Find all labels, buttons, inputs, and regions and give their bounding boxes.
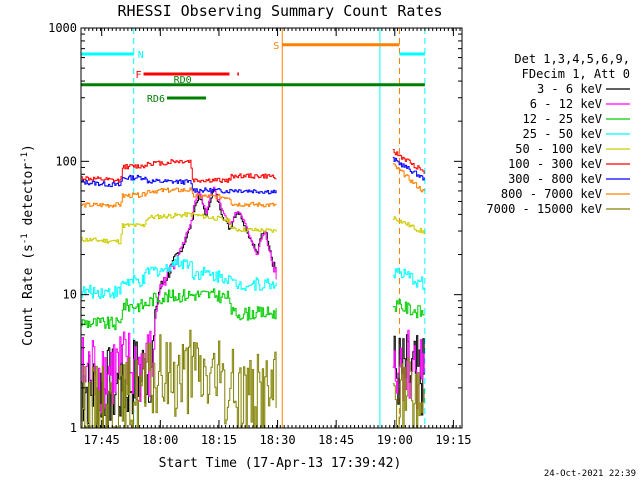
legend-label: 800 - 7000 keV: [501, 187, 602, 201]
flag-label-n: N: [138, 50, 144, 61]
legend-label: 7000 - 15000 keV: [486, 202, 602, 216]
x-tick-label: 17:45: [84, 433, 120, 447]
y-label-part: detector: [21, 163, 36, 234]
legend: Det 1,3,4,5,6,9, FDecim 1, Att 0 3 - 6 k…: [486, 52, 630, 216]
x-axis-label: Start Time (17-Apr-13 17:39:42): [159, 456, 402, 471]
series-line: [392, 156, 425, 181]
series-line: [81, 187, 277, 208]
x-tick-label: 18:30: [259, 433, 295, 447]
series-line: [81, 288, 277, 331]
series-line: [392, 149, 425, 174]
y-tick-label: 100: [55, 154, 77, 168]
flag-label-rd0: RD0: [174, 75, 192, 86]
series-line: [81, 186, 277, 414]
series-line: [81, 255, 277, 299]
legend-label: 3 - 6 keV: [537, 82, 602, 96]
series-line: [81, 159, 277, 183]
series-group: [81, 149, 425, 428]
axes-group: 17:45 18:00 18:15 18:30 18:45 19:00 19:15 1 10 10…: [48, 21, 471, 447]
x-tick-label: 19:00: [377, 433, 413, 447]
vertical-markers: [80, 28, 426, 428]
legend-header-line: FDecim 1, Att 0: [522, 67, 630, 81]
x-tick-label: 18:45: [318, 433, 354, 447]
series-line: [392, 216, 425, 235]
flag-label-f: F: [135, 70, 141, 81]
y-tick-label: 1000: [48, 21, 77, 35]
legend-label: 25 - 50 keV: [523, 127, 602, 141]
legend-label: 50 - 100 keV: [515, 142, 602, 156]
series-line: [81, 329, 277, 428]
x-tick-label: 19:15: [435, 433, 471, 447]
flag-label-s: S: [273, 41, 279, 52]
plot-frame: [80, 27, 463, 429]
y-label-sup: -1: [20, 152, 30, 163]
chart-title: RHESSI Observing Summary Count Rates: [117, 2, 442, 20]
legend-label: 6 - 12 keV: [530, 97, 602, 111]
y-label-sup: -1: [20, 233, 30, 244]
legend-header-line: Det 1,3,4,5,6,9,: [514, 52, 630, 66]
y-tick-label: 1: [70, 421, 77, 435]
series-line: [392, 299, 425, 319]
series-line: [392, 357, 425, 428]
x-tick-label: 18:15: [201, 433, 237, 447]
legend-label: 100 - 300 keV: [508, 157, 602, 171]
series-line: [81, 174, 277, 195]
y-label-part: ): [21, 144, 36, 152]
legend-label: 12 - 25 keV: [523, 112, 602, 126]
y-tick-label: 10: [63, 288, 77, 302]
x-tick-label: 18:00: [142, 433, 178, 447]
series-line: [81, 211, 277, 245]
y-label-part: Count Rate (s: [21, 244, 36, 346]
legend-label: 300 - 800 keV: [508, 172, 602, 186]
y-axis-label: Count Rate (s-1 detector-1): [20, 144, 36, 346]
footer-timestamp: 24-Oct-2021 22:39: [544, 469, 636, 479]
flag-label-rd6: RD6: [147, 94, 165, 105]
series-line: [392, 163, 425, 193]
state-flag-lines: NF S RD0 RD6: [81, 41, 425, 105]
series-line: [392, 267, 425, 290]
